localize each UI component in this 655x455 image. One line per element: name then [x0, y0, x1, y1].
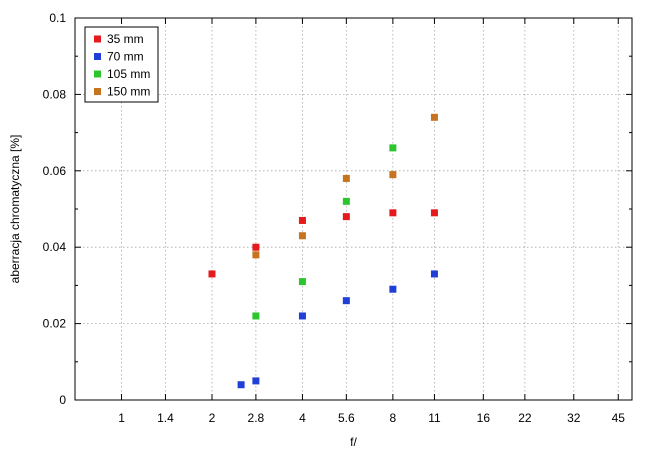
grid [75, 17, 632, 401]
data-point [298, 312, 306, 320]
data-points [208, 113, 438, 389]
data-point [252, 243, 260, 251]
data-point [208, 270, 216, 278]
data-point [298, 232, 306, 240]
legend-swatch [94, 70, 101, 78]
data-point [298, 216, 306, 224]
x-tick-label: 16 [477, 411, 491, 425]
y-tick-label: 0.08 [43, 87, 67, 101]
data-point [389, 144, 397, 152]
data-point [389, 171, 397, 179]
axis-ticks: 1 1.4 2 2.8 4 5.6 8 11 16 22 32 45 0 0.02 0.04 0.06 0.08… [43, 11, 632, 425]
x-tick-label: 1.4 [157, 411, 174, 425]
y-axis-title: aberracja chromatyczna [%] [8, 135, 22, 284]
x-tick-label: 8 [390, 411, 397, 425]
x-tick-label: 45 [612, 411, 626, 425]
legend-swatch [94, 88, 101, 95]
data-point [252, 251, 260, 259]
data-point [430, 113, 438, 121]
y-tick-label: 0.02 [43, 317, 67, 331]
x-tick-label: 2 [209, 411, 216, 425]
legend-label: 70 mm [107, 50, 144, 64]
data-point [389, 285, 397, 293]
x-tick-label: 2.8 [248, 411, 265, 425]
data-point [252, 377, 260, 385]
x-axis-title: f/ [350, 435, 357, 449]
legend-swatch [94, 35, 101, 43]
legend: 35 mm 70 mm 105 mm 150 mm [84, 26, 159, 103]
x-tick-label: 5.6 [338, 411, 355, 425]
x-tick-label: 11 [428, 411, 441, 425]
data-point [430, 209, 438, 217]
data-point [342, 197, 350, 205]
legend-label: 35 mm [107, 32, 144, 46]
data-point [298, 278, 306, 286]
legend-label: 105 mm [107, 67, 150, 81]
y-tick-label: 0 [59, 393, 66, 407]
data-point [342, 213, 350, 221]
x-tick-label: 22 [518, 411, 532, 425]
y-tick-label: 0.04 [43, 240, 67, 254]
x-tick-label: 4 [299, 411, 306, 425]
data-point [342, 174, 350, 182]
x-tick-label: 32 [567, 411, 581, 425]
data-point [252, 312, 260, 320]
y-tick-label: 0.06 [43, 164, 67, 178]
y-tick-label: 0.1 [49, 11, 66, 25]
data-point [342, 297, 350, 305]
legend-swatch [94, 53, 101, 60]
plot-frame [74, 17, 633, 401]
data-point [389, 209, 397, 217]
data-point [430, 270, 438, 278]
data-point [237, 381, 245, 389]
legend-label: 150 mm [107, 85, 150, 99]
x-tick-label: 1 [118, 411, 125, 425]
